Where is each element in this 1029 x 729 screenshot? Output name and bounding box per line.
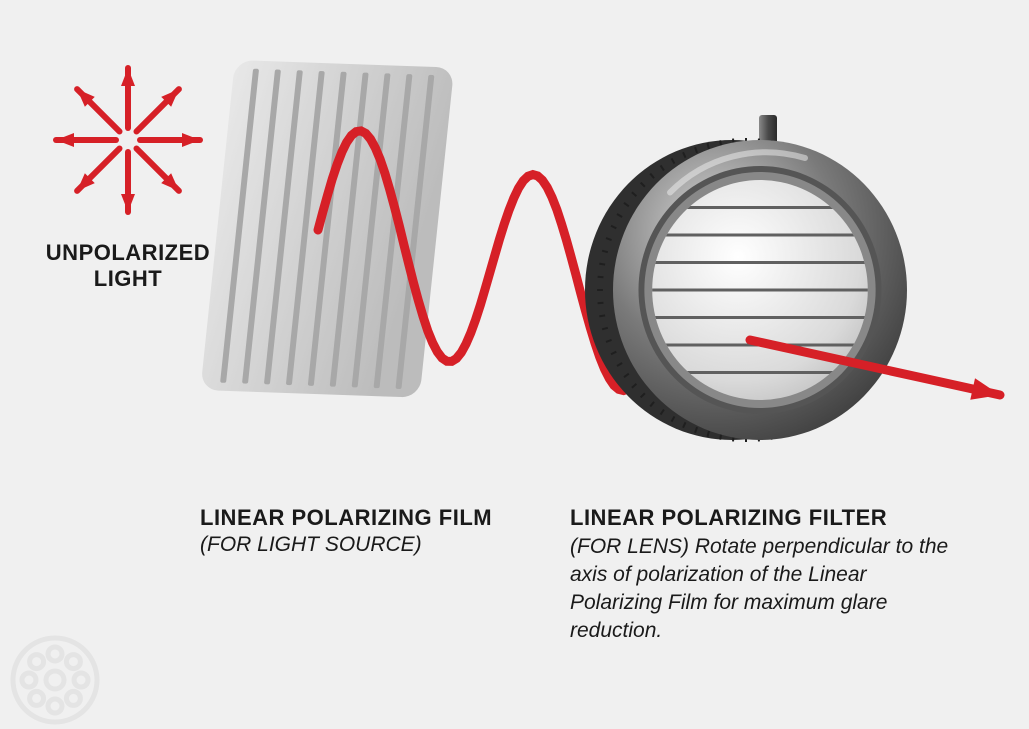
unpolarized-light-label: UNPOLARIZED LIGHT bbox=[38, 240, 218, 292]
polarizing-filter-lens bbox=[585, 115, 907, 442]
polarizing-film-panel bbox=[200, 60, 455, 398]
watermark-logo bbox=[13, 638, 97, 722]
polarizing-filter-label: LINEAR POLARIZING FILTER (FOR LENS) Rota… bbox=[570, 505, 950, 645]
polarizing-film-label: LINEAR POLARIZING FILM (FOR LIGHT SOURCE… bbox=[200, 505, 492, 557]
unpolarized-light-icon bbox=[56, 68, 200, 212]
